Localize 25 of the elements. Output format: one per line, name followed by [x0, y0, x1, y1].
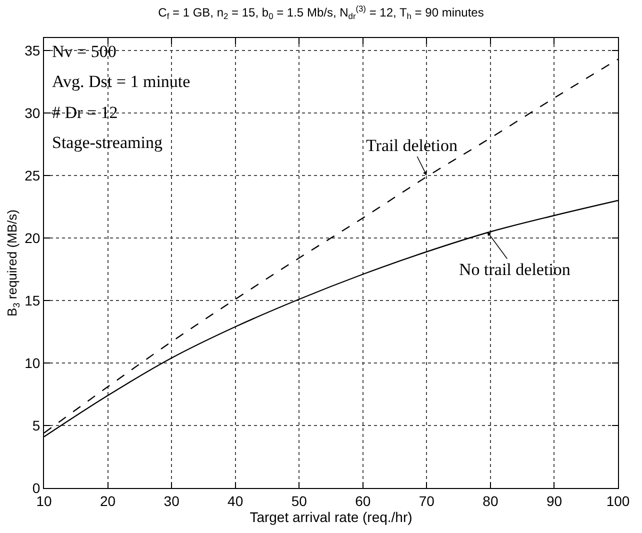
y-tick-label: 5 [32, 417, 40, 434]
annotation: Trail deletion [366, 136, 458, 155]
y-tick-label: 20 [24, 230, 40, 246]
chart-title: C$_{f}$ = 1 GB, n$_{2}$ = 15, b$_{0}$ = 1.5 Mb/s, N$_{dr}$$^{(3)}$ = 12, T$_{h}$ = 90 minutes [158, 3, 484, 21]
x-axis-title: Target arrival rate (req./hr) [250, 508, 412, 525]
x-tick-label: 30 [164, 492, 180, 509]
annotation: No trail deletion [459, 260, 571, 279]
x-tick-label: 40 [228, 492, 244, 509]
x-tick-label: 100 [606, 492, 630, 509]
y-tick-label: 15 [24, 292, 40, 308]
x-tick-label: 60 [355, 492, 371, 509]
annotation: # Dr = 12 [52, 103, 118, 122]
y-tick-label: 35 [24, 42, 40, 58]
annotation: Avg. Dst = 1 minute [52, 72, 190, 91]
x-tick-label: 20 [100, 492, 116, 509]
annotation: Stage-streaming [52, 133, 163, 152]
x-tick-label: 50 [291, 492, 308, 509]
x-tick-label: 80 [482, 492, 498, 509]
y-tick-label: 0 [32, 480, 40, 496]
y-tick-label: 25 [24, 167, 40, 184]
y-tick-label: 30 [24, 104, 40, 121]
y-tick-label: 10 [24, 354, 40, 371]
annotation: Nv = 500 [52, 42, 116, 61]
x-tick-label: 90 [546, 492, 562, 509]
x-tick-label: 70 [418, 492, 435, 509]
